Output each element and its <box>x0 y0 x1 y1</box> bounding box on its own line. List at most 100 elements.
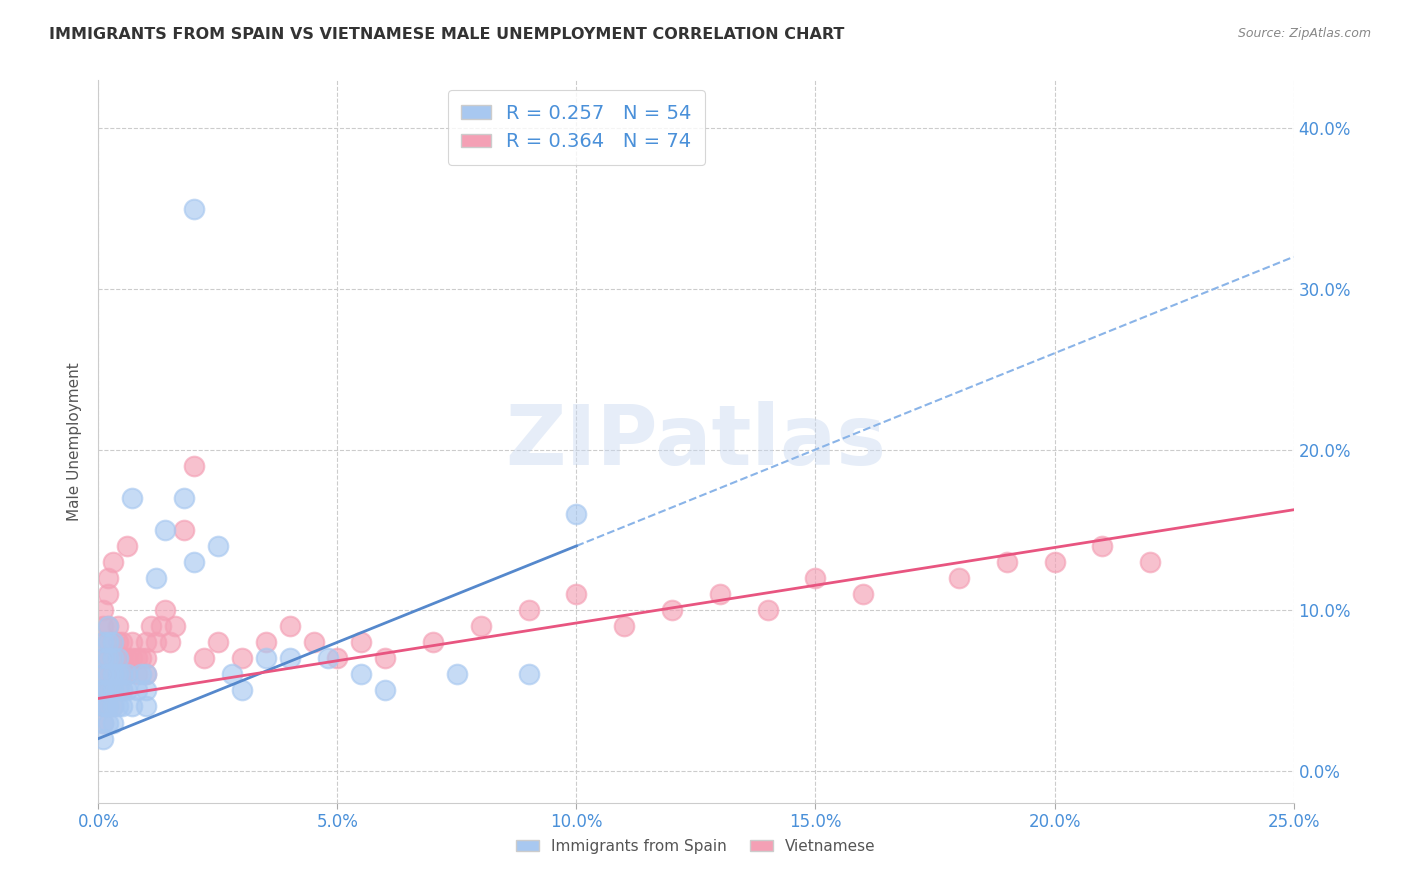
Point <box>221 667 243 681</box>
Point <box>91 731 114 746</box>
Point <box>254 635 277 649</box>
Point <box>115 683 138 698</box>
Point <box>565 587 588 601</box>
Point <box>135 683 157 698</box>
Point <box>193 651 215 665</box>
Point <box>101 715 124 730</box>
Point <box>91 715 114 730</box>
Point <box>111 683 134 698</box>
Point <box>145 635 167 649</box>
Point <box>125 667 148 681</box>
Point <box>756 603 779 617</box>
Point <box>97 715 120 730</box>
Point <box>111 635 134 649</box>
Point <box>107 699 129 714</box>
Point <box>852 587 875 601</box>
Point <box>135 667 157 681</box>
Point <box>183 458 205 473</box>
Point <box>107 635 129 649</box>
Point <box>183 202 205 216</box>
Point <box>97 699 120 714</box>
Point <box>97 619 120 633</box>
Point <box>661 603 683 617</box>
Point <box>97 635 120 649</box>
Point <box>517 603 540 617</box>
Point <box>101 555 124 569</box>
Point <box>101 651 124 665</box>
Point <box>97 667 120 681</box>
Text: IMMIGRANTS FROM SPAIN VS VIETNAMESE MALE UNEMPLOYMENT CORRELATION CHART: IMMIGRANTS FROM SPAIN VS VIETNAMESE MALE… <box>49 27 845 42</box>
Point <box>91 683 114 698</box>
Point <box>97 571 120 585</box>
Point <box>107 667 129 681</box>
Point <box>145 571 167 585</box>
Point <box>163 619 186 633</box>
Point <box>135 651 157 665</box>
Point <box>101 683 124 698</box>
Point <box>115 667 138 681</box>
Point <box>149 619 172 633</box>
Text: ZIPatlas: ZIPatlas <box>506 401 886 482</box>
Point <box>115 667 138 681</box>
Point <box>101 667 124 681</box>
Point <box>470 619 492 633</box>
Point <box>107 651 129 665</box>
Point <box>231 683 253 698</box>
Point <box>135 667 157 681</box>
Point <box>422 635 444 649</box>
Point <box>1043 555 1066 569</box>
Point <box>91 603 114 617</box>
Point <box>111 667 134 681</box>
Point <box>125 651 148 665</box>
Point <box>91 651 114 665</box>
Point <box>97 619 120 633</box>
Point <box>91 667 114 681</box>
Point <box>101 699 124 714</box>
Point <box>91 699 114 714</box>
Point <box>350 667 373 681</box>
Point <box>565 507 588 521</box>
Point <box>97 683 120 698</box>
Point <box>91 635 114 649</box>
Point <box>173 491 195 505</box>
Point <box>91 715 114 730</box>
Point <box>131 651 153 665</box>
Point <box>302 635 325 649</box>
Point <box>135 699 157 714</box>
Point <box>94 667 117 681</box>
Point <box>107 619 129 633</box>
Point <box>155 603 177 617</box>
Point <box>183 555 205 569</box>
Point <box>91 635 114 649</box>
Point <box>517 667 540 681</box>
Point <box>101 651 124 665</box>
Point <box>91 667 114 681</box>
Legend: Immigrants from Spain, Vietnamese: Immigrants from Spain, Vietnamese <box>510 833 882 860</box>
Y-axis label: Male Unemployment: Male Unemployment <box>67 362 83 521</box>
Point <box>115 539 138 553</box>
Point <box>121 699 143 714</box>
Point <box>135 635 157 649</box>
Point <box>101 683 124 698</box>
Point <box>1139 555 1161 569</box>
Point <box>107 683 129 698</box>
Point <box>111 699 134 714</box>
Point <box>326 651 349 665</box>
Point <box>121 491 143 505</box>
Point <box>91 651 114 665</box>
Point <box>97 651 120 665</box>
Point <box>446 667 468 681</box>
Point <box>111 667 134 681</box>
Point <box>121 651 143 665</box>
Point <box>278 619 301 633</box>
Point <box>254 651 277 665</box>
Point <box>91 683 114 698</box>
Point <box>316 651 339 665</box>
Point <box>207 635 229 649</box>
Point <box>613 619 636 633</box>
Point <box>101 635 124 649</box>
Point <box>155 523 177 537</box>
Point <box>107 651 129 665</box>
Point <box>159 635 181 649</box>
Point <box>995 555 1018 569</box>
